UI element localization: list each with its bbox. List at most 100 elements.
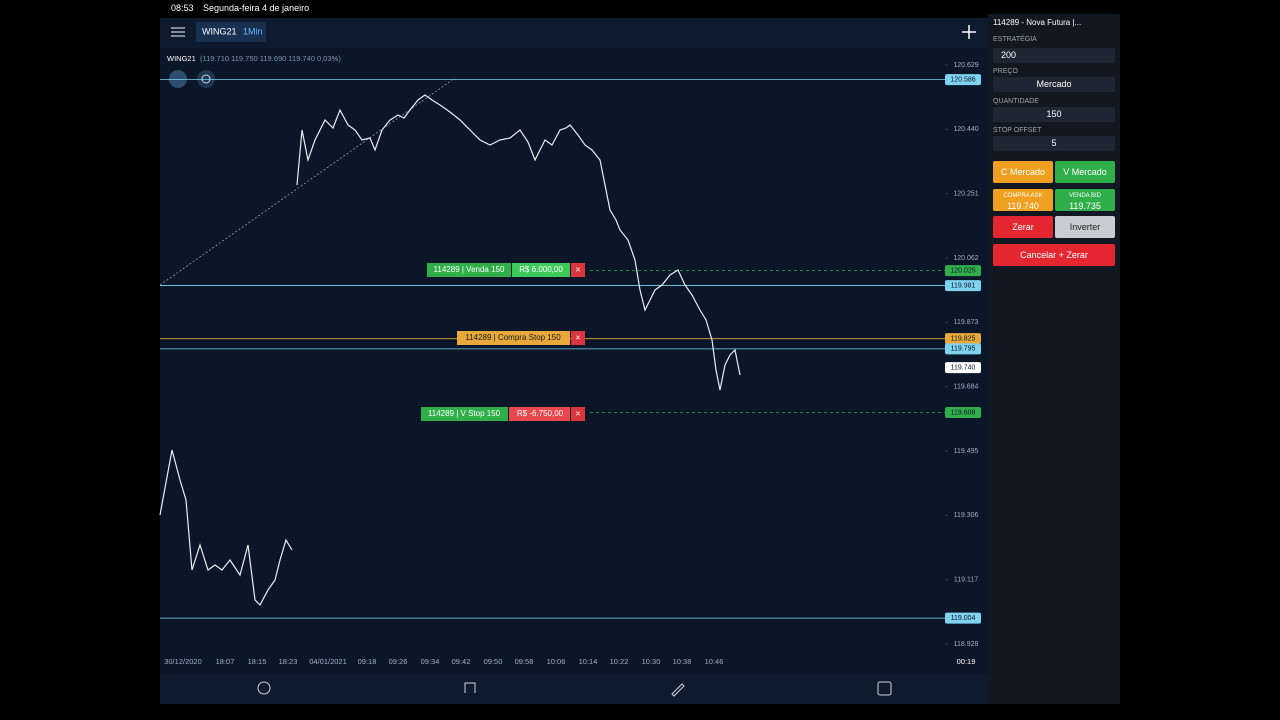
price-tag-label: 119.608 — [951, 409, 976, 416]
label: PREÇO — [993, 68, 1018, 75]
add-icon[interactable] — [962, 25, 976, 39]
cancel-icon: × — [575, 408, 580, 418]
status-time: 08:53 — [171, 3, 194, 13]
price-line — [296, 94, 741, 391]
strategy[interactable]: 200 — [993, 48, 1115, 63]
price-label: 120.440 — [953, 126, 978, 133]
price-tag — [945, 280, 981, 292]
crosshair-tool[interactable] — [197, 70, 215, 88]
symbol-tab[interactable] — [196, 22, 266, 42]
ask-label: COMPRA ASK — [1003, 193, 1043, 199]
price-tag — [945, 333, 981, 345]
time-label: 18:07 — [216, 657, 235, 666]
price-label: 119.117 — [954, 577, 978, 584]
top-bar — [160, 18, 988, 48]
order-label: 114289 | V Stop 150 — [428, 409, 501, 418]
time-label: 10:30 — [642, 657, 661, 666]
bid-label: VENDA BID — [1068, 193, 1101, 199]
order-cancel[interactable] — [571, 331, 585, 345]
order-label: 114289 | Venda 150 — [434, 265, 505, 274]
account[interactable]: 114289 - Nova Futura |... — [993, 18, 1082, 27]
price-tag-label: 120.586 — [950, 76, 975, 83]
interval: 1Min — [243, 26, 263, 36]
price-tag-label: 120.025 — [950, 267, 975, 274]
buy-market[interactable]: C Mercado — [993, 161, 1053, 183]
price-tag — [945, 74, 981, 86]
time-label: 09:50 — [484, 657, 503, 666]
price-tag — [945, 343, 981, 355]
stop-offset[interactable]: 5 — [993, 136, 1115, 151]
sell-market[interactable]: V Mercado — [1055, 161, 1115, 183]
price-tag-label: 119.981 — [951, 282, 976, 289]
money-icon[interactable] — [877, 681, 892, 696]
crosshair-icon — [201, 74, 211, 84]
price[interactable]: Mercado — [993, 77, 1115, 92]
price-tag-label: 119.004 — [951, 615, 976, 622]
time-label: 10:14 — [579, 657, 598, 666]
trend-line — [159, 77, 456, 286]
price-tag — [945, 362, 981, 374]
time-label: 04/01/2021 — [309, 657, 347, 666]
price-tag-label: 119.795 — [951, 346, 976, 353]
quote-values: (119.710 119.750 119.690 119.740 0,03%) — [200, 54, 341, 63]
order-panel: 114289 - Nova Futura |... ESTRATÉGIA 200… — [988, 14, 1120, 704]
clock-icon[interactable] — [257, 681, 271, 695]
price-line-prev — [159, 449, 293, 606]
time-label: 09:58 — [515, 657, 534, 666]
status-date: Segunda-feira 4 de janeiro — [203, 3, 310, 13]
order-cancel[interactable] — [571, 263, 585, 277]
symbol: WING21 — [202, 26, 237, 36]
price-tag-label: 119.825 — [951, 336, 976, 343]
order-pnl: R$ 6.000,00 — [519, 265, 563, 274]
time-label: 10:06 — [547, 657, 566, 666]
quote-symbol: WING21 — [167, 54, 196, 63]
price-label: 120.062 — [953, 255, 978, 262]
menu-icon[interactable] — [171, 27, 185, 37]
price-label: 118.928 — [954, 641, 979, 648]
cancel-icon: × — [575, 264, 580, 274]
draw-icon[interactable] — [671, 683, 685, 697]
time-label: 09:42 — [452, 657, 471, 666]
order-pnl-tag — [509, 407, 570, 421]
price-label: 119.873 — [954, 319, 979, 326]
quantity[interactable]: 150 — [993, 107, 1115, 122]
invert[interactable]: Inverter — [1055, 216, 1115, 238]
time-label: 10:22 — [610, 657, 629, 666]
bottom-toolbar — [160, 674, 988, 704]
price-tag — [945, 265, 981, 277]
order-label: 114289 | Compra Stop 150 — [465, 333, 561, 342]
ask: 119.740 — [1007, 201, 1039, 211]
time-label: 09:34 — [421, 657, 440, 666]
price-label: 119.684 — [954, 384, 979, 391]
order-tag[interactable] — [457, 331, 570, 345]
label: QUANTIDADE — [993, 98, 1039, 105]
cancel-zero[interactable]: Cancelar + Zerar — [993, 244, 1115, 266]
time-label: 09:18 — [358, 657, 377, 666]
order-cancel[interactable] — [571, 407, 585, 421]
hand-tool[interactable] — [169, 70, 187, 88]
label: ESTRATÉGIA — [993, 36, 1037, 43]
order-tag[interactable] — [421, 407, 508, 421]
price-tag — [945, 407, 981, 419]
countdown: 00:19 — [957, 657, 976, 666]
time-label: 18:15 — [248, 657, 267, 666]
price-tag-label: 119.740 — [951, 364, 976, 371]
cancel-icon: × — [575, 332, 580, 342]
order-pnl-tag — [512, 263, 570, 277]
price-label: 119.306 — [954, 512, 979, 519]
chart-bg — [160, 18, 988, 704]
time-label: 30/12/2020 — [164, 657, 202, 666]
price-label: 119.495 — [954, 448, 979, 455]
zero[interactable]: Zerar — [993, 216, 1053, 238]
time-label: 10:38 — [673, 657, 692, 666]
indicator-icon[interactable] — [464, 682, 476, 693]
order-tag[interactable] — [427, 263, 511, 277]
ask-box[interactable]: COMPRA ASK 119.740 — [993, 189, 1053, 211]
price-label: 120.629 — [953, 62, 978, 69]
bid-box[interactable]: VENDA BID 119.735 — [1055, 189, 1115, 211]
bid: 119.735 — [1069, 201, 1101, 211]
label: STOP OFFSET — [993, 127, 1042, 134]
order-pnl: R$ -6.750,00 — [517, 409, 564, 418]
